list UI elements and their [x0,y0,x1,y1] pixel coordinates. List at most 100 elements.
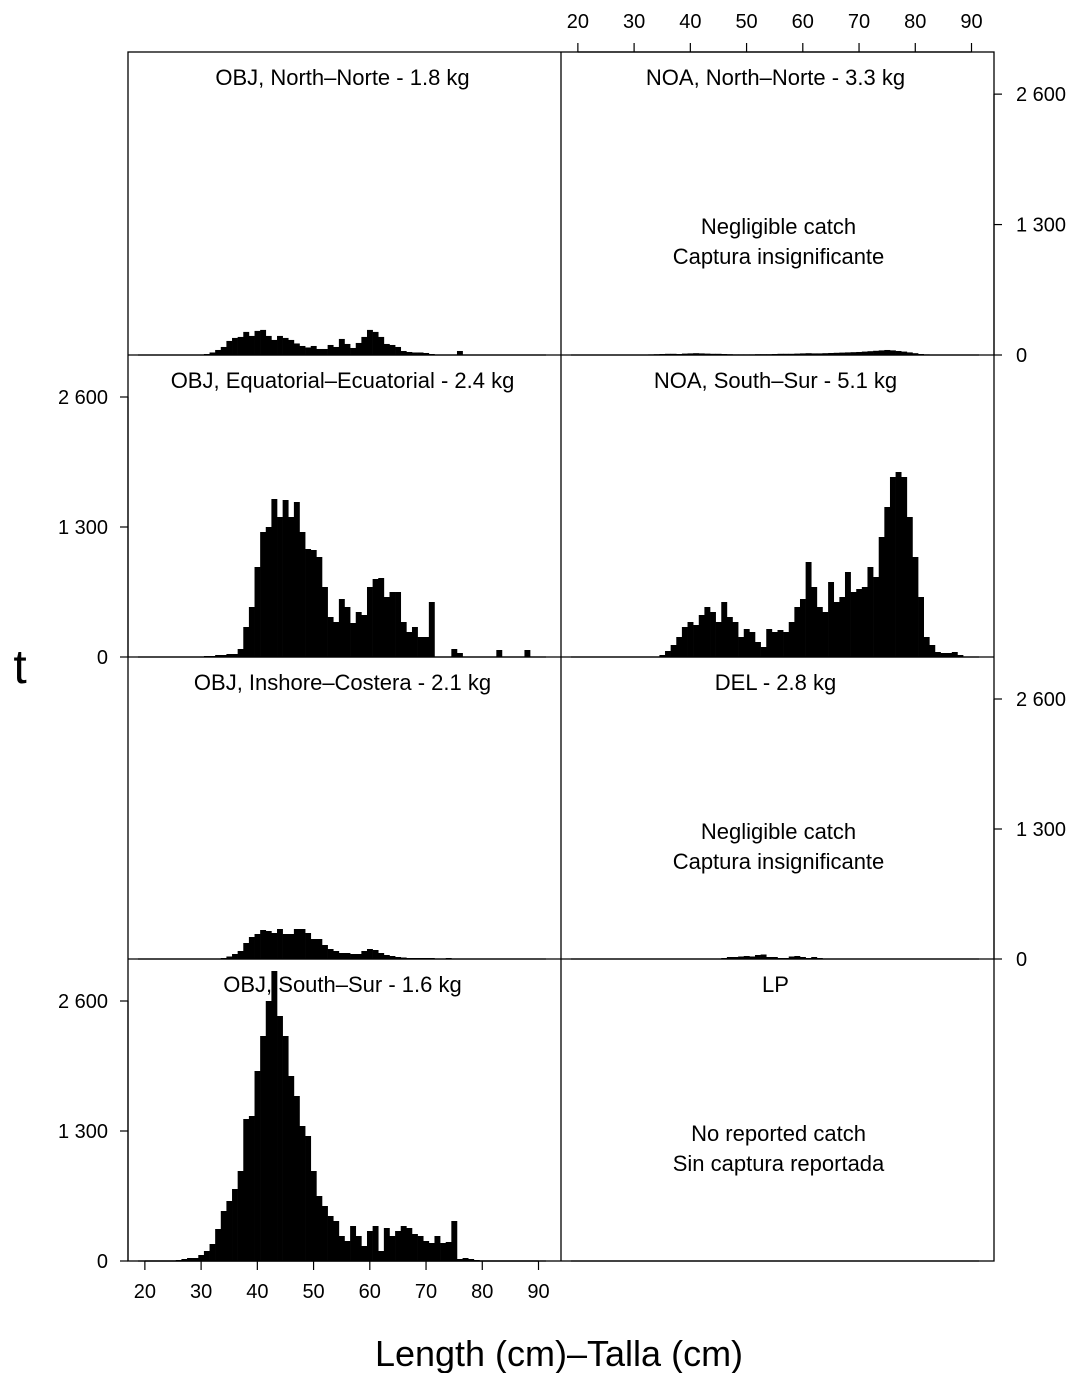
histogram-bar [316,939,323,959]
histogram-bar [248,1116,255,1261]
histogram-bar [693,625,700,657]
histogram-bar [676,354,683,355]
histogram-bar [338,1236,345,1261]
histogram-bar [445,1242,452,1261]
histogram-bar [226,654,233,657]
x-tick-label: 80 [904,11,926,33]
histogram-bar [243,627,250,657]
y-tick-label: 0 [97,1251,108,1273]
histogram-bar [299,345,306,355]
histogram-bar [721,354,728,355]
histogram-bar [333,622,340,657]
histogram-bar [456,350,463,355]
histogram-bar [799,599,806,657]
panel-title: OBJ, Inshore–Costera - 2.1 kg [194,670,491,695]
histogram-bar [799,957,806,959]
x-tick-label: 40 [246,1281,268,1303]
x-tick-label: 90 [527,1281,549,1303]
histogram-bar [389,592,396,657]
histogram-bar [299,532,306,657]
x-tick-label: 50 [735,11,757,33]
histogram-bar [322,945,328,959]
histogram-bar [884,507,891,657]
histogram-bar [333,951,340,959]
histogram-bar [209,352,216,355]
histogram-bar [766,629,773,657]
histogram-bar [839,597,846,657]
panel-labels: OBJ, North–Norte - 1.8 kg NOA, North–Nort… [171,65,905,1176]
histogram-bar [344,1241,351,1261]
x-tick-label: 40 [679,11,701,33]
histogram-bar [305,347,312,355]
histogram-bar [451,1221,458,1261]
histogram-bar [743,354,750,355]
histogram-bar [232,654,238,657]
x-tick-label: 30 [623,11,645,33]
histogram-bar [681,627,688,657]
histogram-bar [406,351,413,355]
x-tick-label: 50 [302,1281,324,1303]
histogram-bar [310,550,317,657]
histogram-bar [867,351,874,355]
histogram-bar [468,1259,475,1261]
histogram-bar [906,517,913,657]
histogram-bar [850,352,857,355]
histogram-bar [372,950,379,959]
histogram-bar [260,930,267,959]
histogram-bar [811,587,818,657]
histogram-bar [192,1258,199,1261]
histogram-bar [704,353,711,355]
histogram-bar [417,958,424,959]
histogram-bar [901,351,908,355]
histogram-bar [293,929,300,959]
panel-note: Captura insignificante [673,849,885,874]
histogram-bar [277,517,283,657]
histogram-bar [333,1221,340,1261]
histogram-bar [395,1231,402,1261]
histogram-bar [428,354,435,355]
histogram-bar [783,353,790,355]
histogram-bar [726,617,733,657]
histogram-bar [771,354,778,355]
histogram-bar [203,1251,210,1261]
panel-note: Captura insignificante [673,244,885,269]
histogram-bar [428,602,435,657]
histogram-bar [456,1259,463,1261]
histogram-bar [406,632,413,657]
histogram-bar [822,958,829,959]
histogram-bar [732,354,739,355]
histogram-bar [260,1036,267,1261]
histogram-bar [895,472,902,657]
histogram-bar [659,655,666,657]
histogram-bar [378,336,385,355]
histogram-bar [389,1236,396,1261]
histogram-bar [232,954,238,959]
histogram-bar [805,353,812,355]
histogram-bar [715,353,722,355]
y-tick-label: 2 600 [1016,84,1066,106]
histogram-bars [175,329,964,1261]
histogram-bar [366,329,373,355]
histogram-bar [451,649,458,657]
x-axis-title: Length (cm)–Talla (cm) [375,1333,743,1373]
histogram-bar [856,589,863,657]
histogram-bar [248,937,255,959]
panel-title: OBJ, North–Norte - 1.8 kg [215,65,469,90]
histogram-bar [243,331,250,355]
histogram-bar [237,951,244,959]
histogram-bar [788,353,795,355]
histogram-bar [406,1228,413,1261]
histogram-bar [771,632,778,657]
histogram-bar [181,1259,188,1261]
x-tick-label: 80 [471,1281,493,1303]
histogram-bar [895,350,902,355]
histogram-bar [726,354,733,355]
histogram-bar [243,1119,250,1261]
histogram-bar [417,1236,424,1261]
histogram-bar [451,958,458,959]
histogram-bar [901,477,908,657]
histogram-bar [322,587,328,657]
histogram-bar [237,649,244,657]
x-tick-label: 60 [792,11,814,33]
histogram-bar [918,597,924,657]
